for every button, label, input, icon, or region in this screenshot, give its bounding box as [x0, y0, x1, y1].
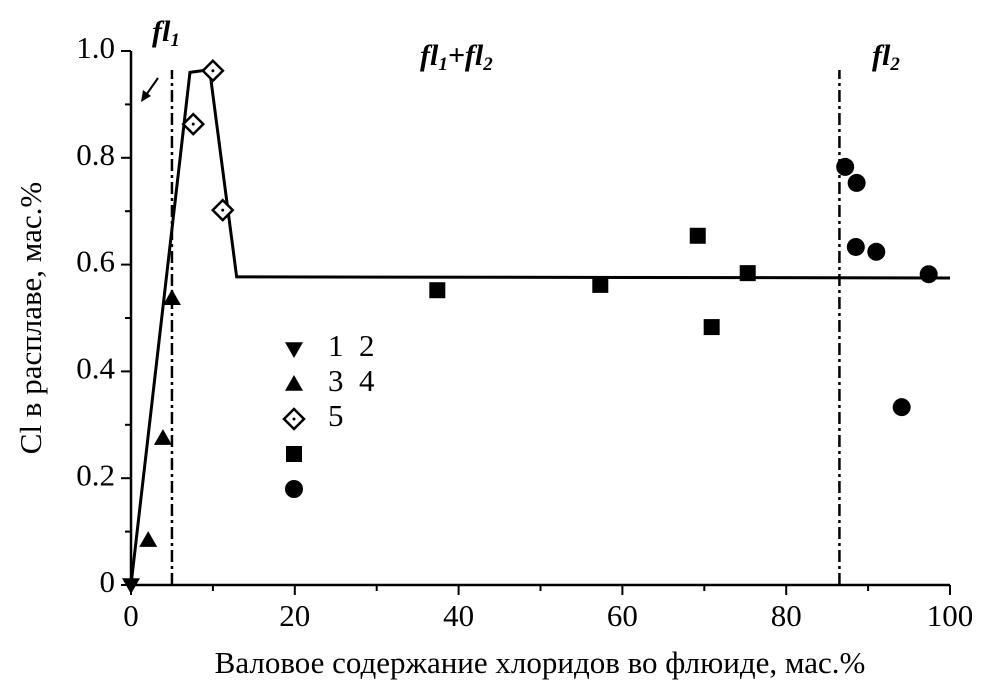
marker	[689, 227, 706, 244]
marker	[122, 578, 140, 594]
x-tick-label: 100	[927, 598, 974, 633]
y-tick-label: 0.2	[76, 457, 115, 492]
legend-label: 5	[328, 398, 344, 433]
y-tick-label: 1.0	[76, 30, 115, 65]
marker	[201, 58, 225, 83]
marker-dot	[292, 417, 296, 421]
annotation-subscript: 1	[170, 30, 180, 51]
annotation-text: fl	[872, 39, 891, 72]
annotation-subscript: 2	[482, 54, 493, 75]
marker	[919, 265, 938, 284]
x-axis-label: Валовое содержание хлоридов во флюиде, м…	[215, 645, 866, 680]
marker	[286, 446, 302, 462]
y-tick-label: 0.4	[76, 351, 115, 386]
y-axis-label: Cl в расплаве, мас.%	[13, 182, 48, 454]
marker-dot	[191, 122, 195, 126]
x-tick-label: 80	[771, 598, 802, 633]
marker	[892, 398, 911, 417]
marker	[836, 157, 855, 176]
y-tick-label: 0	[100, 564, 116, 599]
marker	[847, 173, 866, 192]
marker	[153, 429, 172, 445]
annotation-text: fl	[420, 39, 439, 72]
annotation-subscript: 1	[438, 54, 448, 75]
marker-dot	[211, 69, 215, 73]
legend-label: 3 4	[328, 363, 375, 398]
annotation-text: +fl	[448, 39, 484, 72]
marker	[210, 198, 235, 222]
marker	[282, 407, 306, 431]
marker	[429, 282, 446, 299]
marker	[285, 342, 303, 358]
legend-label: 1 2	[328, 328, 375, 363]
annotation: fl1+fl2	[420, 39, 493, 75]
marker	[703, 319, 720, 336]
annotation: fl1	[152, 15, 180, 51]
x-tick-label: 60	[607, 598, 638, 633]
annotation: fl2	[872, 39, 900, 75]
x-tick-label: 0	[123, 598, 139, 633]
marker	[162, 289, 181, 305]
marker	[867, 242, 886, 261]
fit-line	[129, 68, 951, 586]
y-tick-label: 0.8	[76, 137, 115, 172]
marker	[285, 480, 303, 498]
annotation-text: fl	[152, 15, 171, 48]
y-tick-label: 0.6	[76, 244, 115, 279]
annotation-arrow-head	[141, 90, 151, 102]
marker	[285, 375, 303, 391]
x-tick-label: 40	[443, 598, 474, 633]
marker-dot	[221, 208, 225, 212]
marker	[139, 531, 158, 547]
marker	[739, 265, 756, 282]
marker	[181, 112, 206, 136]
marker	[846, 237, 865, 256]
x-tick-label: 20	[279, 598, 310, 633]
marker	[592, 276, 609, 293]
annotation-subscript: 2	[889, 54, 900, 75]
